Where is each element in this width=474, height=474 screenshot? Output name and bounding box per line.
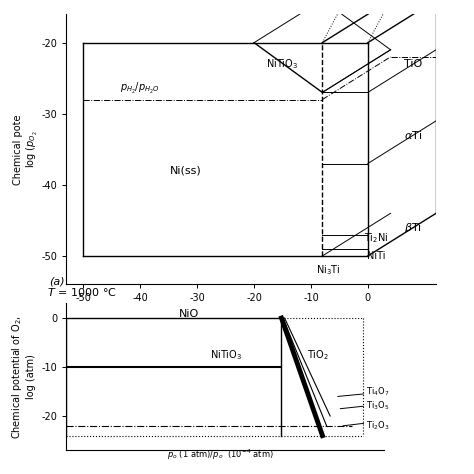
Text: TiO$_2$: TiO$_2$ (307, 348, 329, 362)
Text: Ti$_2$Ni: Ti$_2$Ni (364, 231, 389, 245)
Y-axis label: Chemical pote
log ($p_{O_2}$: Chemical pote log ($p_{O_2}$ (13, 114, 40, 184)
Text: Ni(ss): Ni(ss) (170, 165, 201, 176)
Text: $\beta$Ti: $\beta$Ti (404, 220, 422, 235)
Text: NiTiO$_3$: NiTiO$_3$ (266, 57, 299, 71)
Y-axis label: Chemical potential of O$_2$,
log (atm): Chemical potential of O$_2$, log (atm) (10, 315, 36, 439)
Text: NiTi: NiTi (367, 251, 386, 261)
X-axis label: Chemical potential of Ti,
log $a_{Ti}$: Chemical potential of Ti, log $a_{Ti}$ (191, 305, 311, 331)
Text: Ti$_2$O$_3$: Ti$_2$O$_3$ (366, 419, 390, 432)
Text: Ti$_3$O$_5$: Ti$_3$O$_5$ (366, 400, 390, 412)
Text: NiO: NiO (179, 309, 199, 319)
Text: $p_o$ (1 atm)/$p_o$  (10$^{-4}$ atm): $p_o$ (1 atm)/$p_o$ (10$^{-4}$ atm) (166, 447, 273, 462)
Text: Ni$_3$Ti: Ni$_3$Ti (316, 263, 340, 277)
Text: $T$ = 1000 °C: $T$ = 1000 °C (47, 286, 117, 298)
Text: NiTiO$_3$: NiTiO$_3$ (210, 348, 242, 362)
Text: $p_{H_2}/p_{H_{2}O}$: $p_{H_2}/p_{H_{2}O}$ (120, 82, 160, 96)
Text: $\alpha$Ti: $\alpha$Ti (404, 129, 422, 141)
Text: TiO: TiO (404, 59, 422, 69)
Text: (a): (a) (49, 276, 65, 286)
Text: Ti$_4$O$_7$: Ti$_4$O$_7$ (366, 385, 390, 398)
